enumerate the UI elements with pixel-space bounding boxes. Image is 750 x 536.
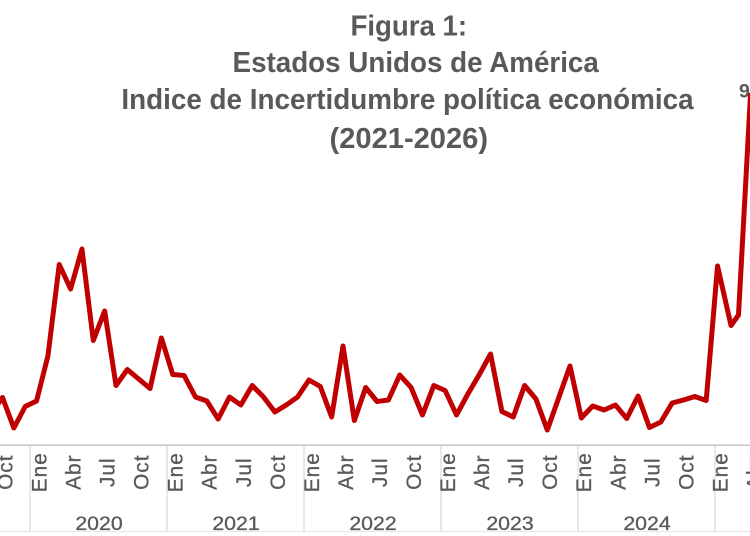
svg-text:Jul: Jul [97, 457, 120, 487]
svg-text:Oct: Oct [539, 455, 562, 490]
svg-text:2023: 2023 [486, 513, 533, 535]
svg-text:2020: 2020 [75, 513, 122, 535]
svg-text:Indice de Incertidumbre políti: Indice de Incertidumbre política económi… [121, 84, 693, 117]
svg-text:Jul: Jul [641, 457, 664, 487]
svg-text:Ene: Ene [573, 452, 596, 492]
svg-text:Jul: Jul [369, 457, 392, 487]
svg-text:Oct: Oct [0, 455, 17, 490]
svg-text:Oct: Oct [131, 455, 154, 490]
svg-text:Oct: Oct [675, 455, 698, 490]
svg-text:Oct: Oct [403, 455, 426, 490]
svg-text:Abr: Abr [63, 455, 86, 490]
svg-text:2022: 2022 [349, 513, 396, 535]
svg-text:2024: 2024 [623, 513, 670, 535]
svg-text:Ene: Ene [437, 452, 460, 492]
svg-text:Ene: Ene [165, 452, 188, 492]
svg-text:Ene: Ene [28, 452, 51, 492]
svg-text:Abr: Abr [744, 455, 750, 490]
svg-text:Abr: Abr [471, 455, 494, 490]
svg-text:Abr: Abr [335, 455, 358, 490]
svg-text:Estados Unidos de América: Estados Unidos de América [233, 46, 600, 79]
svg-text:Jul: Jul [233, 457, 256, 487]
svg-text:Oct: Oct [267, 455, 290, 490]
svg-text:Jul: Jul [505, 457, 528, 487]
svg-text:2021: 2021 [212, 513, 259, 535]
svg-text:Abr: Abr [607, 455, 630, 490]
svg-text:Ene: Ene [709, 452, 732, 492]
svg-text:Abr: Abr [199, 455, 222, 490]
svg-text:Figura 1:: Figura 1: [350, 9, 467, 42]
svg-text:960: 960 [739, 81, 750, 103]
svg-text:Ene: Ene [301, 452, 324, 492]
svg-text:(2021-2026): (2021-2026) [330, 123, 488, 155]
